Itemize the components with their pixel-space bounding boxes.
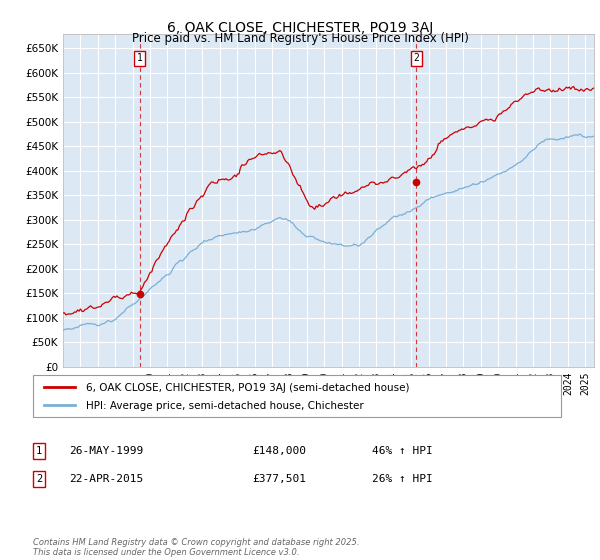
Text: 6, OAK CLOSE, CHICHESTER, PO19 3AJ: 6, OAK CLOSE, CHICHESTER, PO19 3AJ — [167, 21, 433, 35]
Text: £377,501: £377,501 — [252, 474, 306, 484]
Text: HPI: Average price, semi-detached house, Chichester: HPI: Average price, semi-detached house,… — [86, 402, 364, 411]
Text: 26% ↑ HPI: 26% ↑ HPI — [372, 474, 433, 484]
FancyBboxPatch shape — [33, 375, 561, 417]
Text: 26-MAY-1999: 26-MAY-1999 — [69, 446, 143, 456]
Text: Contains HM Land Registry data © Crown copyright and database right 2025.
This d: Contains HM Land Registry data © Crown c… — [33, 538, 359, 557]
Text: 1: 1 — [36, 446, 42, 456]
Text: 2: 2 — [413, 53, 419, 63]
Text: Price paid vs. HM Land Registry's House Price Index (HPI): Price paid vs. HM Land Registry's House … — [131, 32, 469, 45]
Text: 22-APR-2015: 22-APR-2015 — [69, 474, 143, 484]
Text: 2: 2 — [36, 474, 42, 484]
Text: £148,000: £148,000 — [252, 446, 306, 456]
Text: 1: 1 — [137, 53, 143, 63]
Text: 46% ↑ HPI: 46% ↑ HPI — [372, 446, 433, 456]
Text: 6, OAK CLOSE, CHICHESTER, PO19 3AJ (semi-detached house): 6, OAK CLOSE, CHICHESTER, PO19 3AJ (semi… — [86, 383, 409, 393]
